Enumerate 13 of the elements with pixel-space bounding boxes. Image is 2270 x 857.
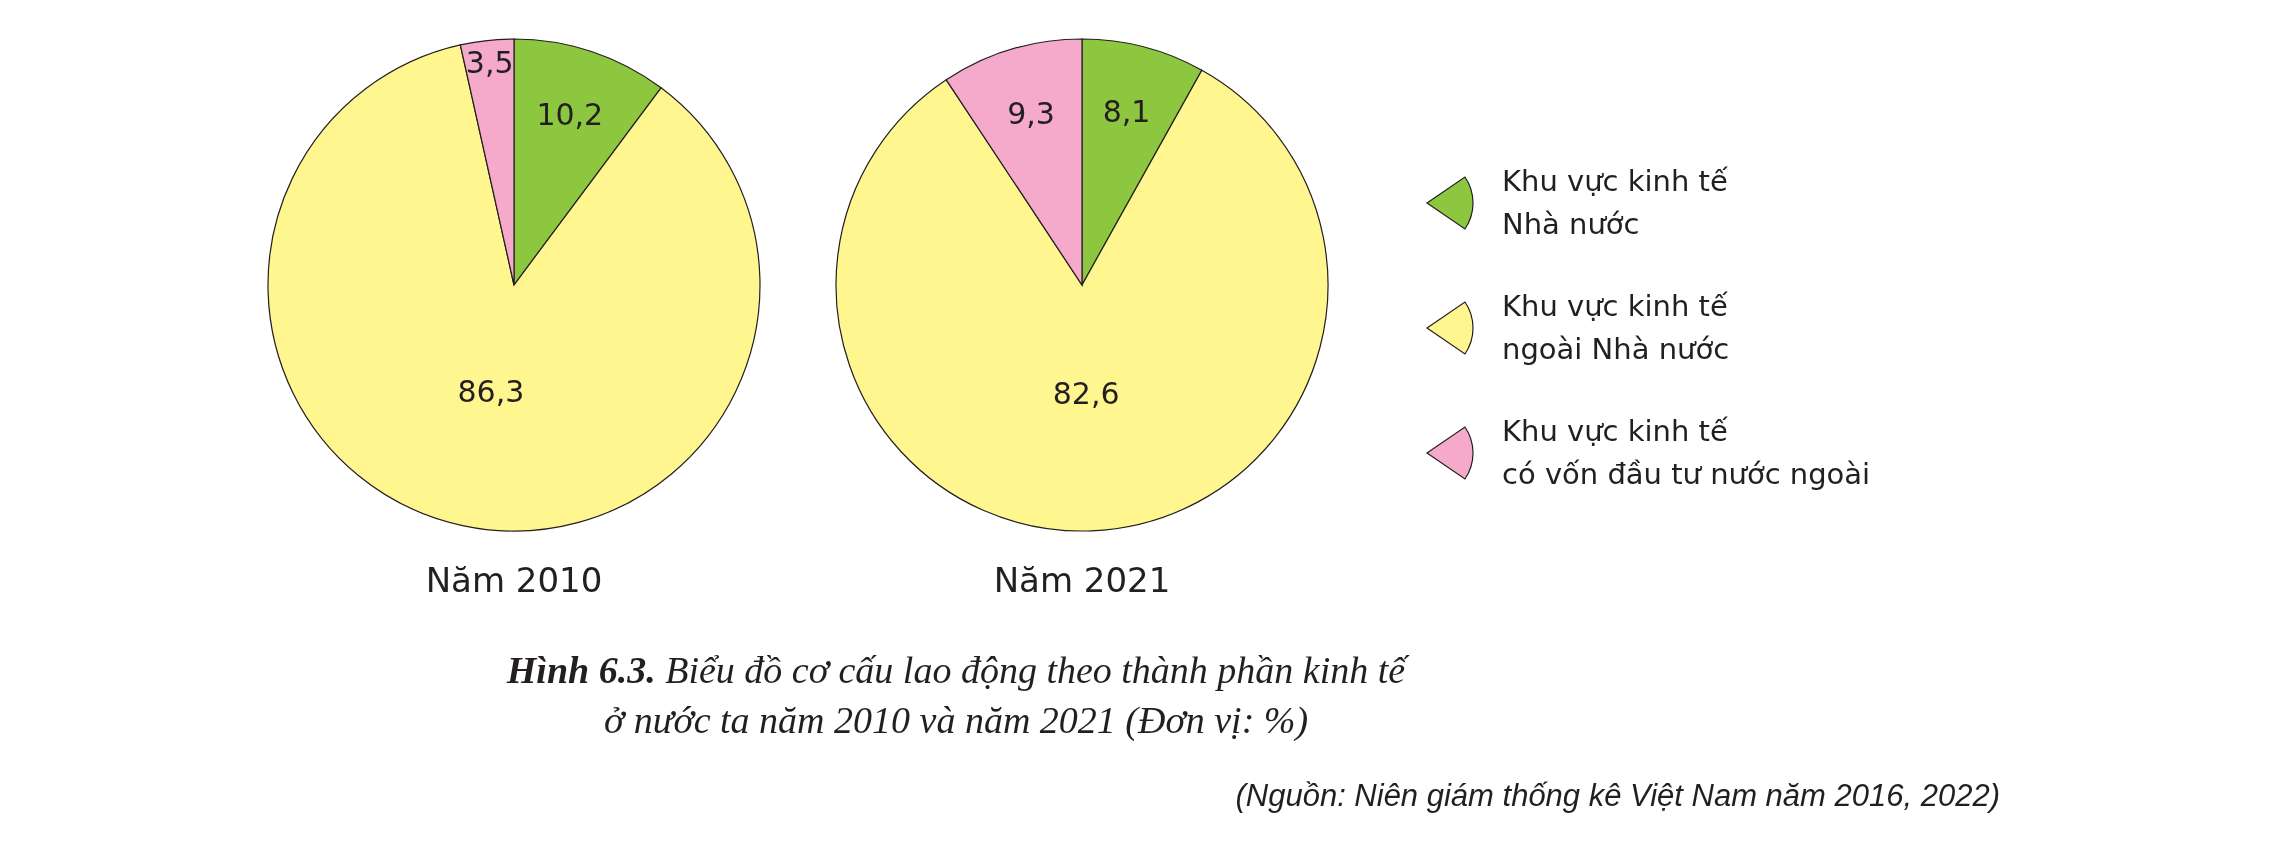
- text: (Nguồn: Niên giám thống kê Việt Nam năm 2016, 2022): [1235, 778, 2000, 813]
- data-label: 10,2: [536, 97, 604, 133]
- text: Hình 6.3. Biểu đồ cơ cấu lao động theo thành phần kinh tế ở nước ta năm 2010 và năm 2021 (Đơn vị: %): [505, 649, 1411, 742]
- legend-label: Khu vực kinh tế có vốn đầu tư nước ngoài: [1502, 414, 1871, 491]
- legend-label: Khu vực kinh tế ngoài Nhà nước: [1502, 289, 1730, 366]
- data-label: 8,1: [1102, 94, 1151, 130]
- text: Năm 2021: [993, 560, 1171, 600]
- text: Năm 2010: [425, 560, 603, 600]
- data-label: 9,3: [1007, 95, 1055, 131]
- legend-label: Khu vực kinh tế Nhà nước: [1502, 164, 1728, 241]
- data-label: 86,3: [457, 373, 525, 409]
- data-label: 82,6: [1052, 376, 1120, 412]
- data-label: 3,5: [465, 45, 514, 81]
